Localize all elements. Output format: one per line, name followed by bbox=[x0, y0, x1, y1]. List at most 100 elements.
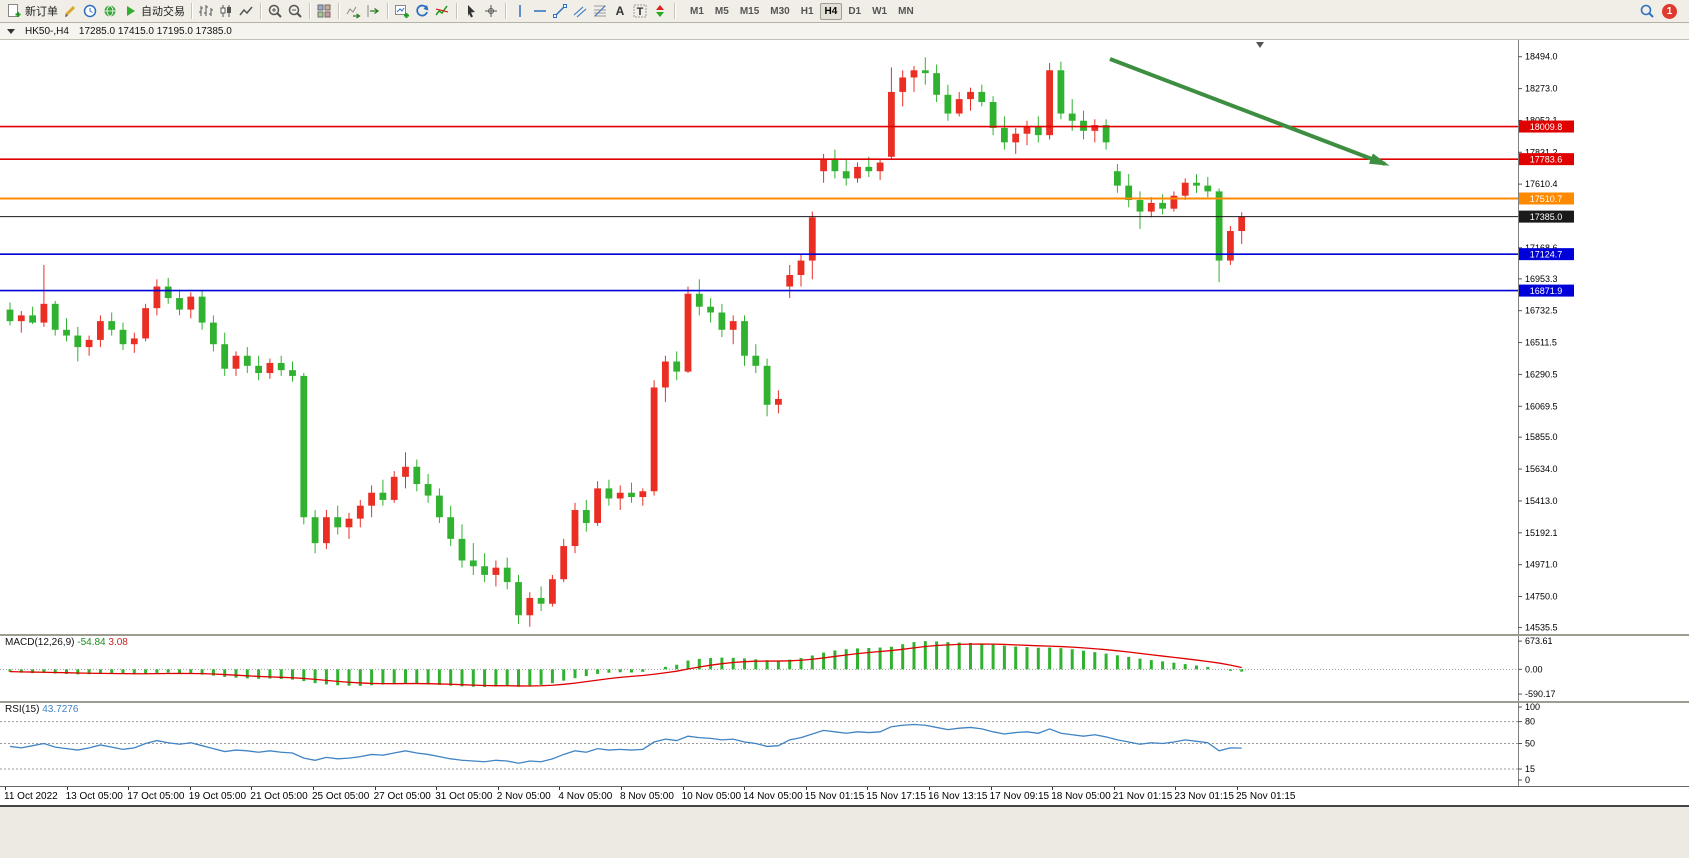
metaeditor-button[interactable] bbox=[60, 1, 80, 21]
toolbar-separator bbox=[338, 3, 339, 19]
fibonacci-button[interactable] bbox=[590, 1, 610, 21]
macd-signal-line bbox=[9, 643, 1242, 687]
horizontal-price-lines[interactable] bbox=[0, 125, 1518, 292]
zoom-out-button[interactable] bbox=[285, 1, 305, 21]
macd-chart[interactable]: 673.61 0.00 -590.17 bbox=[0, 636, 1689, 701]
price-axis[interactable]: 18494.018273.018052.117831.217610.417389… bbox=[1518, 40, 1574, 634]
toolbar-separator bbox=[505, 3, 506, 19]
cursor-button[interactable] bbox=[461, 1, 481, 21]
svg-text:18009.8: 18009.8 bbox=[1530, 122, 1563, 132]
svg-text:14750.0: 14750.0 bbox=[1525, 592, 1558, 602]
toolbar-right-group: 1 bbox=[1639, 3, 1685, 19]
time-tick bbox=[436, 787, 438, 790]
trendline-button[interactable] bbox=[550, 1, 570, 21]
notifications-badge[interactable]: 1 bbox=[1662, 3, 1677, 19]
time-tick bbox=[1113, 787, 1115, 790]
time-tick bbox=[313, 787, 314, 790]
auto-scroll-button[interactable] bbox=[343, 1, 363, 21]
timeframe-m15[interactable]: M15 bbox=[739, 5, 760, 17]
arrows-button[interactable] bbox=[650, 1, 670, 21]
market-watch-button[interactable] bbox=[80, 1, 100, 21]
indicators-button[interactable] bbox=[432, 1, 452, 21]
channel-icon bbox=[573, 6, 587, 18]
svg-text:18494.0: 18494.0 bbox=[1525, 52, 1558, 62]
time-tick bbox=[5, 787, 6, 790]
time-tick bbox=[744, 787, 746, 790]
rsi-line bbox=[9, 723, 1242, 764]
svg-text:100: 100 bbox=[1525, 703, 1540, 712]
main-chart-area[interactable]: 18494.018273.018052.117831.217610.417389… bbox=[0, 40, 1689, 634]
macd-panel[interactable]: MACD(12,26,9) -54.84 3.08 673.61 0.00 -590… bbox=[0, 634, 1689, 701]
rsi-panel[interactable]: RSI(15) 43.7276 100 80 50 15 0 bbox=[0, 701, 1689, 786]
svg-text:17124.7: 17124.7 bbox=[1530, 250, 1563, 260]
time-tick bbox=[559, 787, 561, 790]
channel-button[interactable] bbox=[570, 1, 590, 21]
timeframe-switcher: M1 M5 M15 M30 H1 H4 D1 W1 MN bbox=[685, 2, 919, 20]
toolbar-separator bbox=[674, 3, 675, 19]
timeframe-h1[interactable]: H1 bbox=[800, 5, 814, 17]
timeframe-m1[interactable]: M1 bbox=[690, 5, 704, 17]
chart-shift-marker[interactable] bbox=[1256, 42, 1264, 48]
time-tick bbox=[682, 787, 684, 790]
chart-caption-bar: HK50-,H4 17285.0 17415.0 17195.0 17385.0 bbox=[0, 23, 1689, 40]
time-label: 18 Nov 05:00 bbox=[1051, 791, 1111, 802]
svg-text:16871.9: 16871.9 bbox=[1530, 286, 1563, 296]
time-axis[interactable]: 11 Oct 2022 13 Oct 05:00 17 Oct 05:00 19 Oc… bbox=[0, 786, 1689, 805]
tile-windows-button[interactable] bbox=[314, 1, 334, 21]
collapse-chart-icon[interactable] bbox=[7, 28, 15, 34]
bar-chart-button[interactable] bbox=[196, 1, 216, 21]
line-chart-button[interactable] bbox=[236, 1, 256, 21]
rsi-chart[interactable]: 100 80 50 150 bbox=[0, 703, 1689, 786]
time-label: 21 Nov 01:15 bbox=[1112, 791, 1173, 802]
macd-name: MACD(12,26,9) bbox=[5, 637, 75, 648]
svg-text:17168.6: 17168.6 bbox=[1525, 243, 1558, 253]
pencil-icon bbox=[64, 5, 76, 17]
newchart-icon bbox=[395, 5, 409, 18]
time-label: 10 Nov 05:00 bbox=[681, 791, 742, 802]
svg-text:A: A bbox=[616, 4, 625, 18]
time-tick bbox=[497, 787, 499, 790]
timeframe-d1[interactable]: D1 bbox=[848, 5, 862, 17]
timeframe-h4[interactable]: H4 bbox=[819, 2, 843, 20]
horizontal-line-button[interactable] bbox=[530, 1, 550, 21]
time-label: 21 Oct 05:00 bbox=[250, 791, 308, 802]
zoomin-icon bbox=[268, 4, 282, 18]
new-chart-button[interactable] bbox=[392, 1, 412, 21]
trend-arrow-annotation[interactable] bbox=[1109, 57, 1390, 166]
new-order-button[interactable]: 新订单 bbox=[4, 1, 60, 21]
label-button[interactable]: T bbox=[630, 1, 650, 21]
time-tick bbox=[990, 787, 992, 790]
candlestick-series bbox=[6, 57, 1246, 627]
rsi-caption: RSI(15) 43.7276 bbox=[5, 704, 78, 715]
svg-text:14971.0: 14971.0 bbox=[1525, 560, 1558, 570]
auto-trading-button[interactable]: 自动交易 bbox=[120, 1, 187, 21]
timeframe-m30[interactable]: M30 bbox=[770, 5, 790, 17]
autoscroll-icon bbox=[346, 6, 361, 19]
textA-icon: A bbox=[616, 4, 625, 18]
candlestick-button[interactable] bbox=[216, 1, 236, 21]
search-icon[interactable] bbox=[1639, 3, 1655, 19]
time-label: 15 Nov 01:15 bbox=[804, 791, 865, 802]
svg-text:16290.5: 16290.5 bbox=[1525, 369, 1558, 379]
time-tick bbox=[251, 787, 253, 790]
navigator-button[interactable] bbox=[100, 1, 120, 21]
crosshair-button[interactable] bbox=[481, 1, 501, 21]
candlestick-chart[interactable]: 18494.018273.018052.117831.217610.417389… bbox=[0, 40, 1689, 634]
chart-shift-button[interactable] bbox=[363, 1, 383, 21]
timeframe-m5[interactable]: M5 bbox=[714, 5, 729, 17]
timeframe-w1[interactable]: W1 bbox=[872, 5, 888, 17]
time-tick bbox=[1237, 787, 1238, 790]
time-label: 11 Oct 2022 bbox=[4, 791, 58, 802]
text-button[interactable]: A bbox=[610, 1, 630, 21]
profiles-button[interactable] bbox=[412, 1, 432, 21]
time-tick bbox=[66, 787, 68, 790]
zoomout-icon bbox=[288, 4, 302, 18]
vertical-line-button[interactable] bbox=[510, 1, 530, 21]
time-tick bbox=[621, 787, 622, 790]
timeframe-mn[interactable]: MN bbox=[898, 5, 914, 17]
time-label: 19 Oct 05:00 bbox=[188, 791, 247, 802]
zoom-in-button[interactable] bbox=[265, 1, 285, 21]
svg-text:673.61: 673.61 bbox=[1525, 636, 1553, 646]
time-tick bbox=[128, 787, 130, 790]
time-label: 15 Nov 17:15 bbox=[866, 791, 926, 802]
